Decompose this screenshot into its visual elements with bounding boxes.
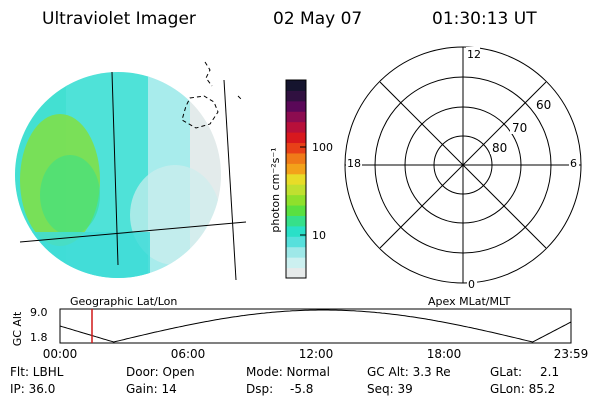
colorbar-swatch: [286, 80, 306, 91]
geographic-grid-lines: [19, 71, 247, 281]
lat-label-70: 70: [512, 121, 527, 135]
colorbar-tick-label-100: 100: [312, 141, 333, 154]
status-sequence: Seq: 39: [367, 382, 413, 396]
plot-xtick-0600: 06:00: [171, 347, 206, 361]
mlt-label-12: 12: [467, 48, 481, 61]
mlt-label-6-bg: [569, 157, 579, 169]
plot-left-caption: Geographic Lat/Lon: [70, 295, 177, 308]
colorbar-swatch: [286, 215, 306, 227]
colorbar-swatch: [286, 246, 306, 258]
status-gc-altitude: GC Alt: 3.3 Re: [367, 365, 451, 379]
status-filter: Flt: LBHL: [10, 365, 64, 379]
colorbar-swatch: [286, 121, 306, 133]
status-dsp-value: -5.8: [290, 382, 313, 396]
mlt-label-12-bg: [466, 47, 480, 59]
lat-label-60: 60: [536, 98, 551, 112]
status-glon: GLon: 85.2: [490, 382, 555, 396]
colorbar-swatch: [286, 236, 306, 248]
colorbar-swatch: [286, 142, 306, 154]
lat-label-60-bg: [534, 98, 552, 111]
plot-ytick-bottom: 1.8: [30, 331, 48, 344]
colorbar-swatch: [286, 163, 306, 175]
colorbar-swatch: [286, 111, 306, 123]
colorbar-swatches: [286, 80, 306, 279]
lat-label-70-bg: [510, 121, 528, 134]
colorbar-swatch: [286, 257, 306, 269]
colorbar-tick-label-10: 10: [312, 229, 326, 242]
mlt-label-18-bg: [346, 157, 362, 169]
colorbar-axis-label: photon cm⁻²s⁻¹: [269, 147, 282, 232]
colorbar-frame: [285, 79, 307, 279]
colorbar-swatch: [286, 100, 306, 112]
plot-xtick-1800: 18:00: [427, 347, 462, 361]
polar-grid: [344, 46, 582, 284]
plot-y-axis-label: GC Alt: [11, 311, 24, 346]
colorbar-swatch: [286, 132, 306, 144]
plot-xtick-1200: 12:00: [299, 347, 334, 361]
instrument-title: Ultraviolet Imager: [42, 9, 196, 29]
plot-right-caption: Apex MLat/MLT: [428, 295, 511, 308]
lat-label-80-bg: [490, 141, 508, 154]
plot-xtick-0000: 00:00: [43, 347, 78, 361]
plot-ytick-top: 9.0: [30, 306, 48, 319]
status-dsp-label: Dsp:: [246, 382, 273, 396]
plot-frame: [59, 308, 572, 344]
colorbar-swatch: [286, 267, 306, 279]
colorbar-swatch: [286, 173, 306, 185]
aurora-image: [15, 61, 247, 281]
colorbar-swatch: [286, 225, 306, 237]
colorbar-swatch: [286, 205, 306, 216]
status-panel: Flt: LBHL IP: 36.0 Door: Open Gain: 14 M…: [10, 365, 559, 396]
color-scale: 100 10 photon cm⁻²s⁻¹: [269, 79, 333, 279]
status-ip: IP: 36.0: [10, 382, 55, 396]
status-glat-label: GLat:: [490, 365, 522, 379]
status-gain: Gain: 14: [126, 382, 177, 396]
status-mode: Mode: Normal: [246, 365, 330, 379]
date-label: 02 May 07: [273, 9, 362, 29]
colorbar-swatch: [286, 184, 306, 196]
mlt-label-0: 0: [468, 278, 475, 291]
altitude-curve: [59, 309, 572, 343]
plot-xtick-2359: 23:59: [554, 347, 589, 361]
colorbar-swatch: [286, 90, 306, 102]
disk-bottom-cyan: [15, 232, 150, 278]
mlt-label-6: 6: [570, 157, 577, 170]
mlt-label-18: 18: [347, 157, 361, 170]
lat-label-80: 80: [492, 141, 507, 155]
colorbar-swatch: [286, 152, 306, 164]
disk-speckle-region: [130, 165, 220, 265]
mlt-label-0-bg: [467, 277, 477, 289]
colorbar-swatch: [286, 194, 306, 206]
status-door: Door: Open: [126, 365, 195, 379]
disk-green-region-inner: [40, 155, 100, 235]
coastline-outline: [181, 61, 243, 129]
altitude-timeline: Geographic Lat/Lon Apex MLat/MLT GC Alt …: [11, 295, 588, 361]
polar-diagonal-nw: [379, 81, 547, 249]
time-label: 01:30:13 UT: [432, 9, 537, 29]
status-glat-value: 2.1: [540, 365, 559, 379]
